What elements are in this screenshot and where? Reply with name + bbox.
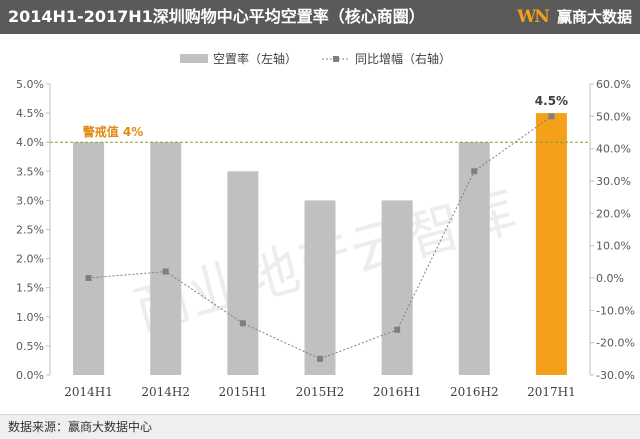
legend-line-label: 同比增幅（右轴）	[355, 51, 451, 66]
bar-2015H2	[304, 200, 336, 375]
right-tick-label: -10.0%	[596, 304, 635, 317]
right-tick-label: 10.0%	[596, 240, 631, 253]
left-tick-label: 5.0%	[16, 78, 44, 91]
bar-2016H2	[458, 142, 490, 375]
category-label: 2014H2	[141, 385, 190, 399]
yoy-point-2017H1	[548, 113, 555, 120]
chart-title: 2014H1-2017H1深圳购物中心平均空置率（核心商圈）	[8, 7, 425, 26]
logo-text: 赢商大数据	[556, 8, 632, 26]
right-tick-label: 0.0%	[596, 272, 624, 285]
left-tick-label: 2.0%	[16, 253, 44, 266]
bar-2017H1	[535, 113, 567, 375]
yoy-point-2014H1	[85, 275, 92, 281]
category-label: 2015H2	[296, 385, 345, 399]
threshold-label: 警戒值 4%	[82, 124, 144, 139]
right-tick-label: 20.0%	[596, 207, 631, 220]
right-tick-label: 40.0%	[596, 143, 631, 156]
left-tick-label: 2.5%	[16, 224, 44, 237]
legend-bar-label: 空置率（左轴）	[213, 51, 297, 66]
category-label: 2016H2	[450, 385, 499, 399]
brand-logo: WN 赢商大数据	[517, 0, 632, 34]
category-label: 2014H1	[64, 385, 113, 399]
title-bar: 2014H1-2017H1深圳购物中心平均空置率（核心商圈） WN 赢商大数据	[0, 0, 640, 34]
category-label: 2015H1	[219, 385, 268, 399]
right-tick-label: -20.0%	[596, 337, 635, 350]
left-tick-label: 4.5%	[16, 107, 44, 120]
source-bar: 数据来源：赢商大数据中心	[0, 414, 640, 439]
vacancy-chart: 商业地产云智库0.0%0.5%1.0%1.5%2.0%2.5%3.0%3.5%4…	[16, 51, 635, 399]
legend-bar-swatch	[180, 54, 208, 63]
left-tick-label: 0.0%	[16, 369, 44, 382]
right-tick-label: 50.0%	[596, 110, 631, 123]
left-tick-label: 4.0%	[16, 136, 44, 149]
yoy-point-2014H2	[162, 268, 169, 275]
left-tick-label: 3.5%	[16, 165, 44, 178]
bar-2014H1	[73, 142, 105, 375]
right-tick-label: -30.0%	[596, 369, 635, 382]
yoy-point-2015H1	[239, 320, 246, 327]
yoy-point-2016H2	[471, 168, 478, 175]
left-tick-label: 0.5%	[16, 340, 44, 353]
legend-line-marker	[333, 56, 339, 62]
data-label-2017H1: 4.5%	[535, 94, 568, 108]
left-tick-label: 1.5%	[16, 282, 44, 295]
source-note: 数据来源：赢商大数据中心	[8, 420, 153, 434]
bar-2015H1	[227, 171, 259, 375]
left-tick-label: 1.0%	[16, 311, 44, 324]
category-label: 2017H1	[527, 385, 576, 399]
right-tick-label: 30.0%	[596, 175, 631, 188]
left-tick-label: 3.0%	[16, 194, 44, 207]
logo-mark-icon: WN	[517, 7, 550, 27]
right-tick-label: 60.0%	[596, 78, 631, 91]
category-label: 2016H1	[373, 385, 422, 399]
bar-2016H1	[381, 200, 413, 375]
yoy-point-2016H1	[394, 326, 401, 333]
bar-2014H2	[150, 142, 182, 375]
yoy-point-2015H2	[317, 355, 323, 362]
